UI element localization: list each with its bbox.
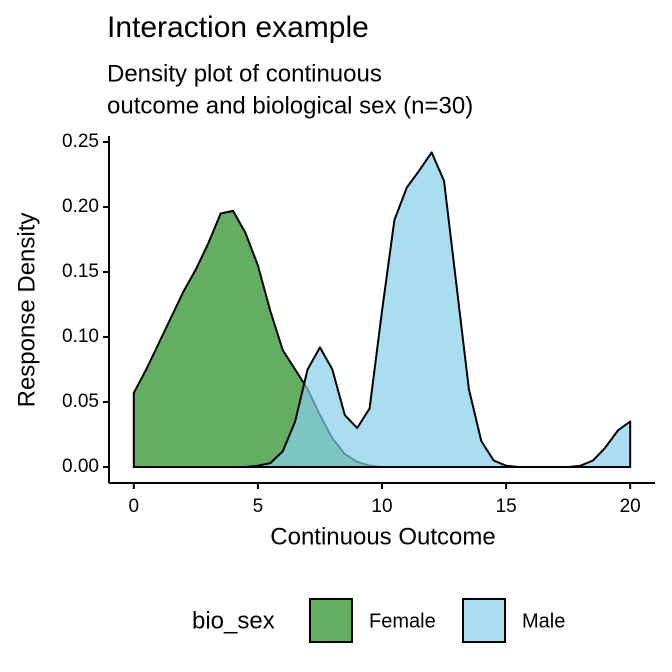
- legend-label: Male: [522, 610, 565, 632]
- chart-subtitle: Density plot of continuous: [107, 60, 382, 87]
- chart-subtitle: outcome and biological sex (n=30): [107, 92, 473, 119]
- x-tick-label: 5: [253, 496, 264, 517]
- legend-key: [462, 598, 506, 643]
- legend-key: [309, 598, 353, 643]
- y-axis-label: Response Density: [13, 213, 40, 408]
- y-tick-label: 0.15: [62, 261, 99, 282]
- y-tick-label: 0.00: [62, 456, 99, 477]
- x-tick-label: 10: [371, 496, 392, 517]
- y-tick-label: 0.10: [62, 326, 99, 347]
- x-tick-label: 15: [496, 496, 517, 517]
- density-area: [132, 151, 632, 469]
- legend-title: bio_sex: [192, 607, 275, 634]
- x-tick-label: 0: [129, 496, 140, 517]
- y-tick-label: 0.25: [62, 131, 99, 152]
- chart-title: Interaction example: [107, 11, 369, 44]
- y-tick-label: 0.20: [62, 196, 99, 217]
- legend-label: Female: [369, 610, 436, 632]
- y-tick-label: 0.05: [62, 391, 99, 412]
- x-tick-label: 20: [620, 496, 641, 517]
- x-axis-label: Continuous Outcome: [270, 523, 495, 550]
